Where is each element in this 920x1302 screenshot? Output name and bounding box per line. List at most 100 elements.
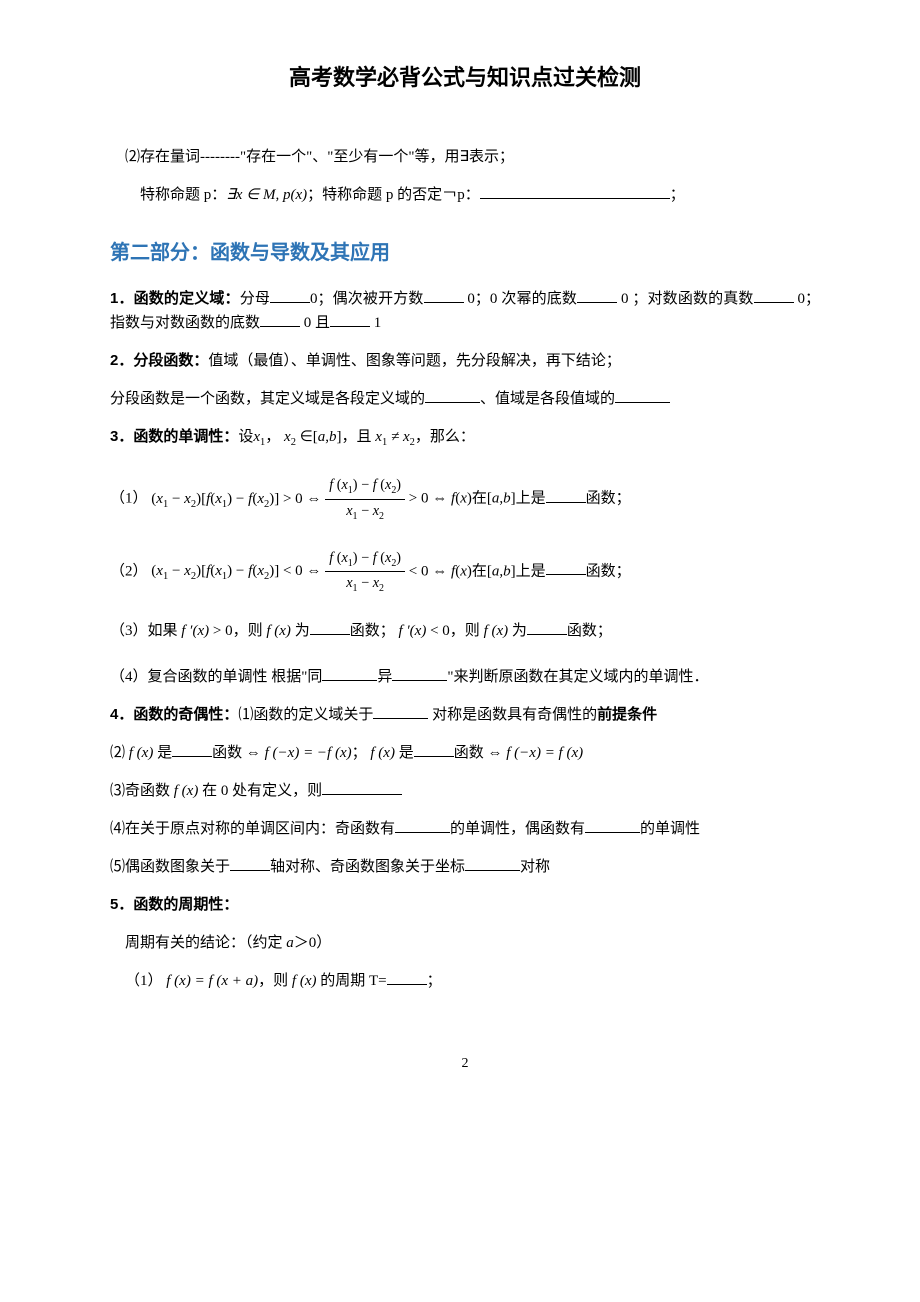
text: 值域（最值）、单调性、图象等问题，先分段解决，再下结论； [208, 353, 621, 369]
math-ab: [a,b] [487, 563, 516, 579]
math-a: a [286, 935, 294, 951]
text: 、值域是各段值域的 [480, 391, 615, 407]
math-even: f (−x) = f (x) [506, 745, 583, 761]
math-expr: (x1 − x2)[f(x1) − f(x2)] > 0 ⇔ [151, 491, 325, 507]
math-in: ∈[a,b] [296, 429, 342, 445]
math-fprime2: f ′(x) [398, 623, 426, 639]
text: 0；0 次幂的底数 [464, 291, 578, 307]
formula-1: （1） (x1 − x2)[f(x1) − f(x2)] > 0 ⇔ f (x1… [110, 474, 820, 525]
text: 0 ；对数函数的真数 [617, 291, 753, 307]
text: 1 [370, 315, 381, 331]
blank [387, 969, 427, 985]
item-5: 5．函数的周期性： [110, 893, 820, 917]
text: ⑶奇函数 [110, 783, 170, 799]
text: 周期有关的结论：（约定 [125, 935, 286, 951]
label: 2．分段函数： [110, 352, 208, 369]
text: 对称是函数具有奇偶性的 [428, 707, 597, 723]
text: 轴对称、奇函数图象关于坐标 [270, 859, 465, 875]
label: 1．函数的定义域： [110, 290, 240, 307]
text: ，则 [233, 623, 263, 639]
formula-3: （3）如果 f ′(x) > 0，则 f (x) 为函数； f ′(x) < 0… [110, 619, 820, 643]
item-4-2: ⑵ f (x) 是函数 ⇔ f (−x) = −f (x)； f (x) 是函数… [110, 741, 820, 765]
text: 上是 [516, 491, 546, 507]
text: 在 [472, 563, 487, 579]
item-4-4: ⑷在关于原点对称的单调区间内：奇函数有 的单调性，偶函数有 的单调性 [110, 817, 820, 841]
math-x1: x1 [253, 429, 265, 445]
text: 对称 [520, 859, 550, 875]
math-lt: < 0 ⇔ f(x) [409, 563, 472, 579]
formula-2: （2） (x1 − x2)[f(x1) − f(x2)] < 0 ⇔ f (x1… [110, 547, 820, 598]
blank [330, 311, 370, 327]
blank [373, 703, 428, 719]
label: 3．函数的单调性： [110, 428, 238, 445]
text: 异 [377, 669, 392, 685]
proposition-line: 特称命题 p：∃x ∈ M, p(x)；特称命题 p 的否定￢p：； [110, 183, 820, 207]
math-period: f (x) = f (x + a) [166, 973, 258, 989]
iff: ⇔ [242, 745, 265, 761]
text: 为 [295, 623, 310, 639]
blank [546, 487, 586, 503]
math-fprime: f ′(x) [181, 623, 209, 639]
blank [425, 387, 480, 403]
text: 分母 [240, 291, 270, 307]
text: 设 [238, 429, 253, 445]
blank [577, 287, 617, 303]
blank [414, 741, 454, 757]
text: 为 [512, 623, 527, 639]
text: ； [427, 973, 442, 989]
text: 函数； [350, 623, 395, 639]
item-1: 1．函数的定义域：分母 0；偶次被开方数 0；0 次幂的底数 0 ；对数函数的真数… [110, 287, 820, 335]
blank [270, 287, 310, 303]
text: 是 [153, 745, 172, 761]
text: ，且 [342, 429, 372, 445]
blank [527, 619, 567, 635]
text: ⑵存在量词--------"存在一个"、"至少有一个"等，用 [125, 149, 459, 165]
text: p： [457, 187, 480, 203]
text: ⑵ [110, 745, 125, 761]
item-3: 3．函数的单调性：设x1， x2 ∈[a,b]，且 x1 ≠ x2，那么： [110, 425, 820, 452]
blank [585, 817, 640, 833]
item-4-3: ⑶奇函数 f (x) 在 0 处有定义，则 [110, 779, 820, 803]
fraction: f (x1) − f (x2) x1 − x2 [325, 547, 405, 598]
text: 的单调性 [640, 821, 700, 837]
prefix: （1） [110, 491, 148, 507]
page-number: 2 [110, 1053, 820, 1075]
prefix: （3）如果 [110, 623, 178, 639]
math-fx: f (x) [129, 745, 154, 761]
text: "来判断原函数在其定义域内的单调性． [447, 669, 708, 685]
math-ab: [a,b] [487, 491, 516, 507]
text: 特称命题 p： [140, 187, 226, 203]
item-5-intro: 周期有关的结论：（约定 a＞0） [110, 931, 820, 955]
text: 分段函数是一个函数，其定义域是各段定义域的 [110, 391, 425, 407]
text: 0 且 [300, 315, 330, 331]
text: ；特称命题 p 的否定 [307, 187, 442, 203]
text: 函数； [586, 491, 631, 507]
fraction: f (x1) − f (x2) x1 − x2 [325, 474, 405, 525]
text: 上是 [516, 563, 546, 579]
text: 在 [472, 491, 487, 507]
text: ； [352, 745, 367, 761]
blank [546, 559, 586, 575]
text: 的周期 T= [316, 973, 386, 989]
text: ，则 [258, 973, 288, 989]
text: 的单调性，偶函数有 [450, 821, 585, 837]
exists-symbol: ∃ [459, 149, 468, 165]
item-2-line2: 分段函数是一个函数，其定义域是各段定义域的 、值域是各段值域的 [110, 387, 820, 411]
item-2: 2．分段函数：值域（最值）、单调性、图象等问题，先分段解决，再下结论； [110, 349, 820, 373]
gt0: > 0 [209, 623, 232, 639]
text: 是 [395, 745, 414, 761]
label: 5．函数的周期性： [110, 896, 238, 913]
prefix: （1） [125, 973, 163, 989]
blank [754, 287, 794, 303]
math-fx: f (x) [174, 783, 199, 799]
item-5-1: （1） f (x) = f (x + a)，则 f (x) 的周期 T= ； [110, 969, 820, 993]
blank [480, 183, 670, 199]
math-fx: f (x) [292, 973, 317, 989]
text: 0；偶次被开方数 [310, 291, 424, 307]
text: ⑷在关于原点对称的单调区间内：奇函数有 [110, 821, 395, 837]
math-fx2: f (x) [484, 623, 509, 639]
page-title: 高考数学必背公式与知识点过关检测 [110, 60, 820, 95]
prefix: （4）复合函数的单调性 根据"同 [110, 669, 322, 685]
text: ＞0） [294, 935, 332, 951]
blank [424, 287, 464, 303]
